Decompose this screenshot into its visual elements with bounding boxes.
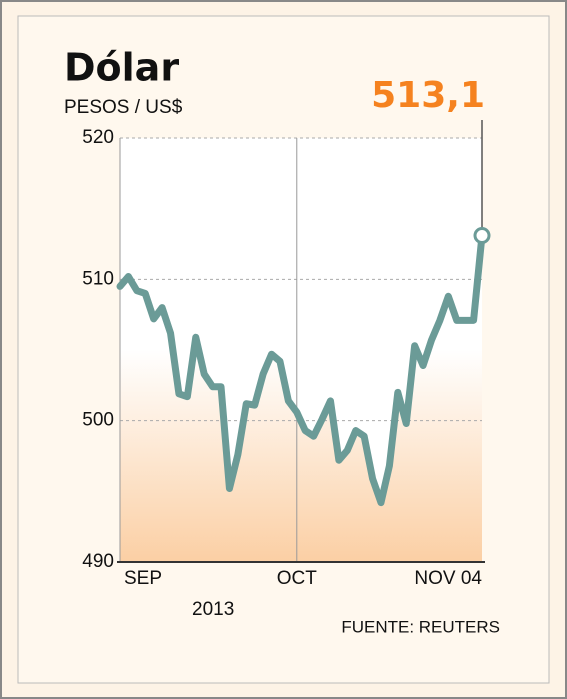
area (120, 235, 482, 562)
line (116, 232, 486, 507)
x-tick-label: NOV 04 (414, 568, 482, 589)
year-label: 2013 (192, 599, 234, 620)
y-tick-label: 490 (82, 551, 114, 572)
source: FUENTE: REUTERS (341, 617, 500, 636)
subtitle: PESOS / US$ (64, 97, 183, 118)
y-tick-label: 510 (82, 268, 114, 289)
point-marker (473, 227, 491, 245)
x-tick-label: SEP (124, 568, 162, 589)
value-label: 513,1 (371, 75, 485, 116)
y-tick-label: 500 (82, 410, 114, 431)
x-tick-label: OCT (277, 568, 318, 589)
y-tick-label: 520 (82, 127, 114, 148)
chart-title: Dólar (64, 46, 179, 90)
